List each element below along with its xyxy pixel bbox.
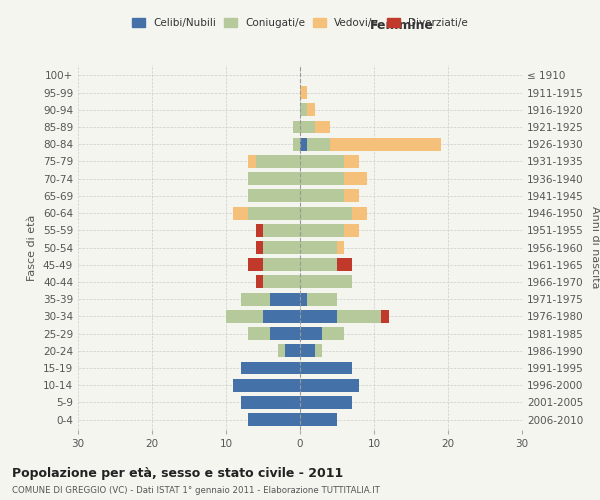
Bar [293,138,300,150]
Y-axis label: Anni di nascita: Anni di nascita [590,206,600,289]
Bar [285,344,300,358]
Bar [241,292,271,306]
Bar [300,362,352,374]
Legend: Celibi/Nubili, Coniugati/e, Vedovi/e, Divorziati/e: Celibi/Nubili, Coniugati/e, Vedovi/e, Di… [128,14,472,32]
Text: Popolazione per età, sesso e stato civile - 2011: Popolazione per età, sesso e stato civil… [12,468,343,480]
Bar [300,206,352,220]
Bar [248,172,300,185]
Bar [300,379,359,392]
Bar [256,276,263,288]
Bar [337,310,382,323]
Bar [226,310,263,323]
Bar [300,292,307,306]
Bar [307,104,315,116]
Bar [271,327,300,340]
Bar [344,155,359,168]
Bar [337,258,352,271]
Bar [263,241,300,254]
Bar [248,190,300,202]
Bar [248,413,300,426]
Bar [329,138,440,150]
Bar [233,379,300,392]
Bar [263,258,300,271]
Bar [248,206,300,220]
Bar [271,292,300,306]
Bar [256,241,263,254]
Bar [300,396,352,409]
Y-axis label: Fasce di età: Fasce di età [28,214,37,280]
Bar [322,327,344,340]
Bar [248,155,256,168]
Bar [352,206,367,220]
Bar [300,241,337,254]
Bar [344,224,359,236]
Bar [263,224,300,236]
Bar [263,276,300,288]
Bar [300,190,344,202]
Bar [300,258,337,271]
Bar [256,155,300,168]
Bar [315,344,322,358]
Bar [300,86,307,99]
Bar [307,292,337,306]
Bar [315,120,329,134]
Bar [300,104,307,116]
Bar [344,172,367,185]
Bar [241,396,300,409]
Bar [278,344,285,358]
Bar [248,327,271,340]
Bar [263,310,300,323]
Bar [300,276,352,288]
Bar [337,241,344,254]
Bar [300,138,307,150]
Bar [300,413,337,426]
Bar [344,190,359,202]
Bar [241,362,300,374]
Bar [248,258,263,271]
Bar [300,344,315,358]
Bar [293,120,300,134]
Bar [300,155,344,168]
Bar [233,206,248,220]
Bar [256,224,263,236]
Text: COMUNE DI GREGGIO (VC) - Dati ISTAT 1° gennaio 2011 - Elaborazione TUTTITALIA.IT: COMUNE DI GREGGIO (VC) - Dati ISTAT 1° g… [12,486,380,495]
Bar [382,310,389,323]
Bar [307,138,329,150]
Bar [300,310,337,323]
Bar [300,172,344,185]
Text: Femmine: Femmine [370,19,434,32]
Bar [300,327,322,340]
Bar [300,224,344,236]
Bar [300,120,315,134]
